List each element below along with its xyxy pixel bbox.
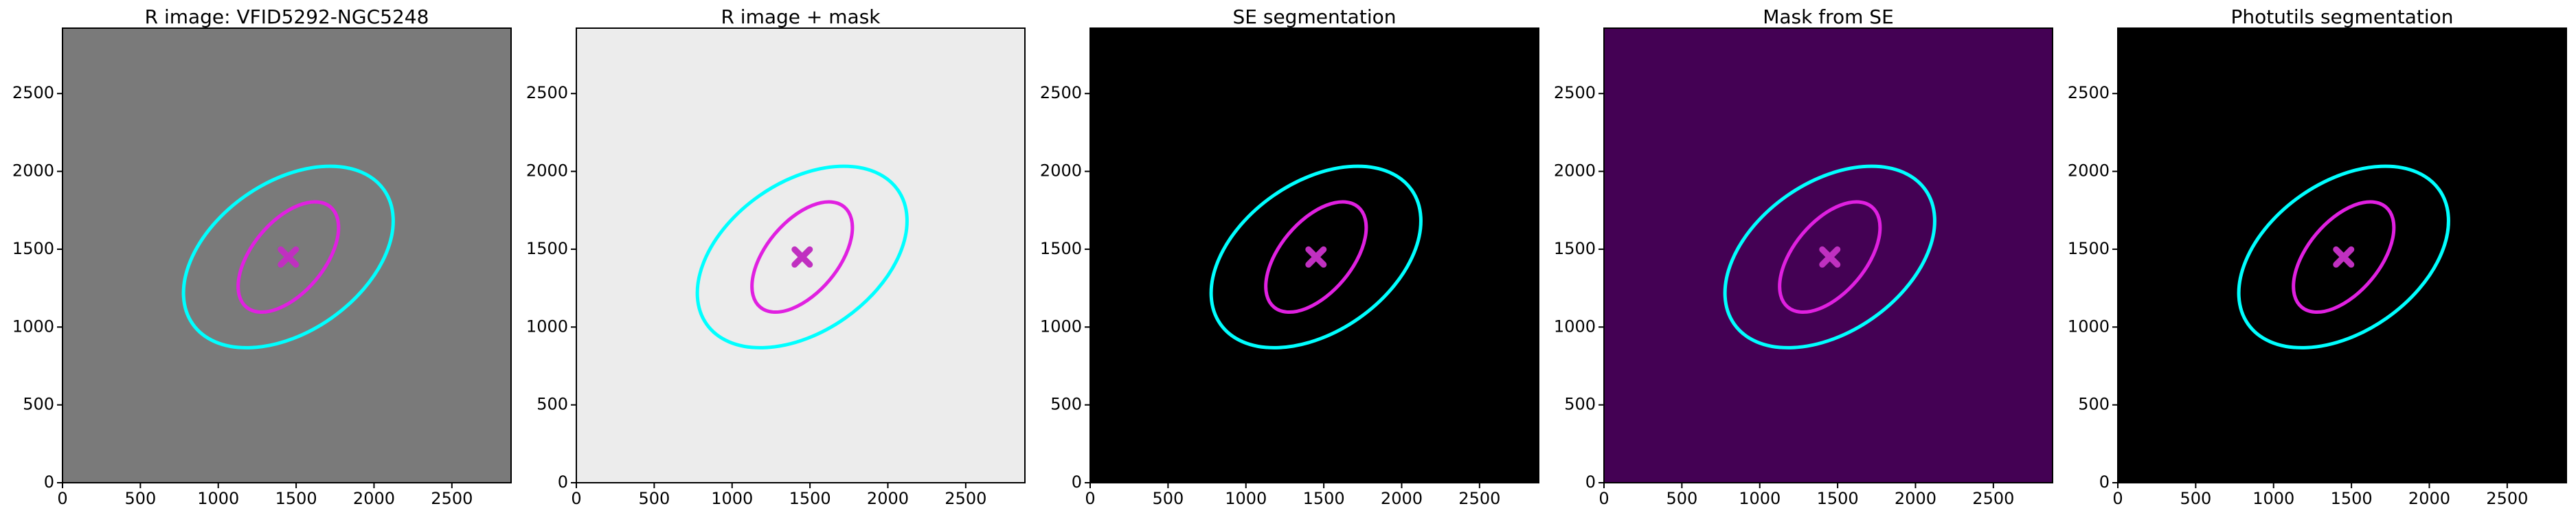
y-tick-label: 2500 [12, 83, 54, 102]
x-tick-label: 2000 [353, 489, 395, 508]
y-tick-label: 2500 [1040, 83, 1082, 102]
x-tick-label: 0 [1598, 489, 1609, 508]
y-tick-label: 1000 [1554, 317, 1596, 336]
panel: SE segmentation 0 500 1000 1500 2000 2500 0 500 1… [1040, 5, 1539, 508]
ellipse [2292, 200, 2396, 314]
x-tick-label: 2000 [1381, 489, 1423, 508]
y-tick-label: 1500 [1554, 239, 1596, 258]
y-tick-label: 0 [44, 472, 54, 492]
y-tick-label: 2500 [1554, 83, 1596, 102]
center-marker [1819, 246, 1841, 268]
axes-frame [62, 27, 512, 483]
ellipse [1778, 200, 1882, 314]
y-tick-label: 2000 [2068, 161, 2110, 181]
ellipse [2237, 164, 2450, 350]
x-tick-label: 1500 [275, 489, 317, 508]
ellipse [236, 200, 341, 314]
y-tick-label: 0 [558, 472, 568, 492]
x-tick-label: 1000 [1225, 489, 1267, 508]
y-tick-label: 1500 [526, 239, 568, 258]
ellipse [181, 164, 395, 350]
ellipse [1264, 200, 1368, 314]
x-tick-label: 0 [57, 489, 67, 508]
y-tick-label: 500 [1564, 395, 1596, 414]
x-tick-label: 0 [571, 489, 581, 508]
center-marker [791, 246, 813, 268]
panel: R image + mask 0 500 1000 1500 2000 2500 0 500 10… [526, 5, 1026, 508]
ellipse [1723, 164, 1936, 350]
x-tick-label: 2500 [431, 489, 473, 508]
x-tick-label: 2500 [945, 489, 986, 508]
panel-title: R image: VFID5292-NGC5248 [145, 5, 429, 28]
y-tick-label: 2500 [526, 83, 568, 102]
x-tick-label: 500 [1152, 489, 1184, 508]
x-tick-label: 2500 [1458, 489, 1500, 508]
x-tick-label: 0 [1085, 489, 1095, 508]
y-tick-label: 2000 [1040, 161, 1082, 181]
panel-title: Mask from SE [1763, 5, 1894, 28]
ellipse [1209, 164, 1423, 350]
x-tick-label: 1500 [789, 489, 831, 508]
panel: Mask from SE 0 500 1000 1500 2000 2500 0 500 1000… [1554, 5, 2053, 508]
panel: R image: VFID5292-NGC5248 0 500 1000 1500 200… [12, 5, 512, 508]
axes-frame [576, 27, 1026, 483]
x-tick-label: 2000 [867, 489, 909, 508]
y-tick-label: 2000 [1554, 161, 1596, 181]
y-tick-label: 0 [1072, 472, 1082, 492]
x-tick-label: 0 [2112, 489, 2123, 508]
y-tick-label: 1500 [1040, 239, 1082, 258]
y-tick-label: 500 [23, 395, 54, 414]
x-tick-label: 1000 [2252, 489, 2294, 508]
panel-title: Photutils segmentation [2230, 5, 2453, 28]
y-tick-label: 1500 [12, 239, 54, 258]
panel: Photutils segmentation 0 500 1000 1500 2000 25… [2068, 5, 2567, 508]
center-marker [278, 246, 300, 268]
x-tick-label: 1500 [1303, 489, 1345, 508]
y-tick-label: 1000 [526, 317, 568, 336]
x-tick-label: 2000 [1895, 489, 1936, 508]
x-tick-label: 500 [1666, 489, 1697, 508]
x-tick-label: 2000 [2408, 489, 2450, 508]
x-tick-label: 500 [2180, 489, 2211, 508]
x-tick-label: 2500 [1972, 489, 2014, 508]
axes-frame [1603, 27, 2053, 483]
y-tick-label: 0 [1585, 472, 1596, 492]
panel-title: R image + mask [721, 5, 881, 28]
y-tick-label: 2000 [526, 161, 568, 181]
y-tick-label: 1000 [2068, 317, 2110, 336]
y-tick-label: 1000 [1040, 317, 1082, 336]
y-tick-label: 2500 [2068, 83, 2110, 102]
ellipse [695, 164, 909, 350]
y-tick-label: 1000 [12, 317, 54, 336]
x-tick-label: 1000 [197, 489, 239, 508]
axes-frame [2117, 27, 2567, 483]
x-tick-label: 1500 [2331, 489, 2373, 508]
ellipse [750, 200, 855, 314]
x-tick-label: 2500 [2486, 489, 2528, 508]
y-tick-label: 500 [2078, 395, 2110, 414]
y-tick-label: 0 [2099, 472, 2110, 492]
y-tick-label: 500 [536, 395, 568, 414]
x-tick-label: 1000 [711, 489, 753, 508]
x-tick-label: 1000 [1739, 489, 1781, 508]
center-marker [2333, 246, 2355, 268]
center-marker [1305, 246, 1327, 268]
panel-title: SE segmentation [1233, 5, 1397, 28]
x-tick-label: 500 [638, 489, 670, 508]
y-tick-label: 2000 [12, 161, 54, 181]
y-tick-label: 1500 [2068, 239, 2110, 258]
axes-frame [1089, 27, 1539, 483]
x-tick-label: 500 [124, 489, 156, 508]
y-tick-label: 500 [1050, 395, 1082, 414]
x-tick-label: 1500 [1817, 489, 1859, 508]
